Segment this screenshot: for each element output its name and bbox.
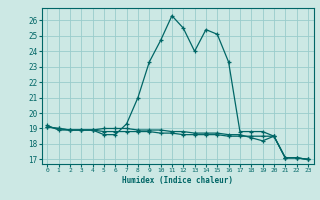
X-axis label: Humidex (Indice chaleur): Humidex (Indice chaleur) — [122, 176, 233, 185]
